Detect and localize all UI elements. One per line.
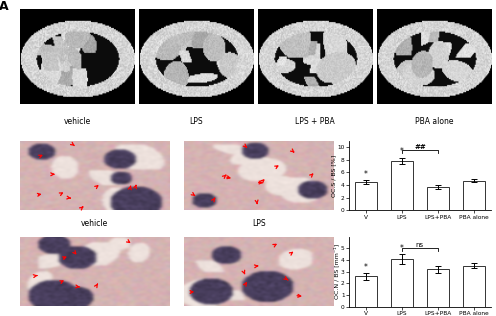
Y-axis label: OC.S / BS [%]: OC.S / BS [%] [331,155,336,197]
Text: PBA alone: PBA alone [415,118,453,126]
Text: *: * [364,263,368,272]
Text: vehicle: vehicle [81,219,108,228]
Text: LPS + PBA: LPS + PBA [295,118,335,126]
Bar [427,269,449,307]
Text: *: * [400,244,404,252]
Bar [391,259,413,307]
Text: *: * [364,170,368,179]
Bar [391,161,413,210]
Text: LPS: LPS [252,219,266,228]
Text: LPS: LPS [189,118,203,126]
Text: ns: ns [416,242,424,248]
Text: ##: ## [414,143,426,149]
Bar [427,187,449,210]
Bar [355,182,377,210]
Y-axis label: OC.N / BS [mm⁻¹]: OC.N / BS [mm⁻¹] [334,244,339,299]
Bar [463,181,485,210]
Text: vehicle: vehicle [63,118,91,126]
Text: A: A [0,0,9,13]
Text: *: * [400,147,404,156]
Bar [463,266,485,307]
Bar [355,276,377,307]
